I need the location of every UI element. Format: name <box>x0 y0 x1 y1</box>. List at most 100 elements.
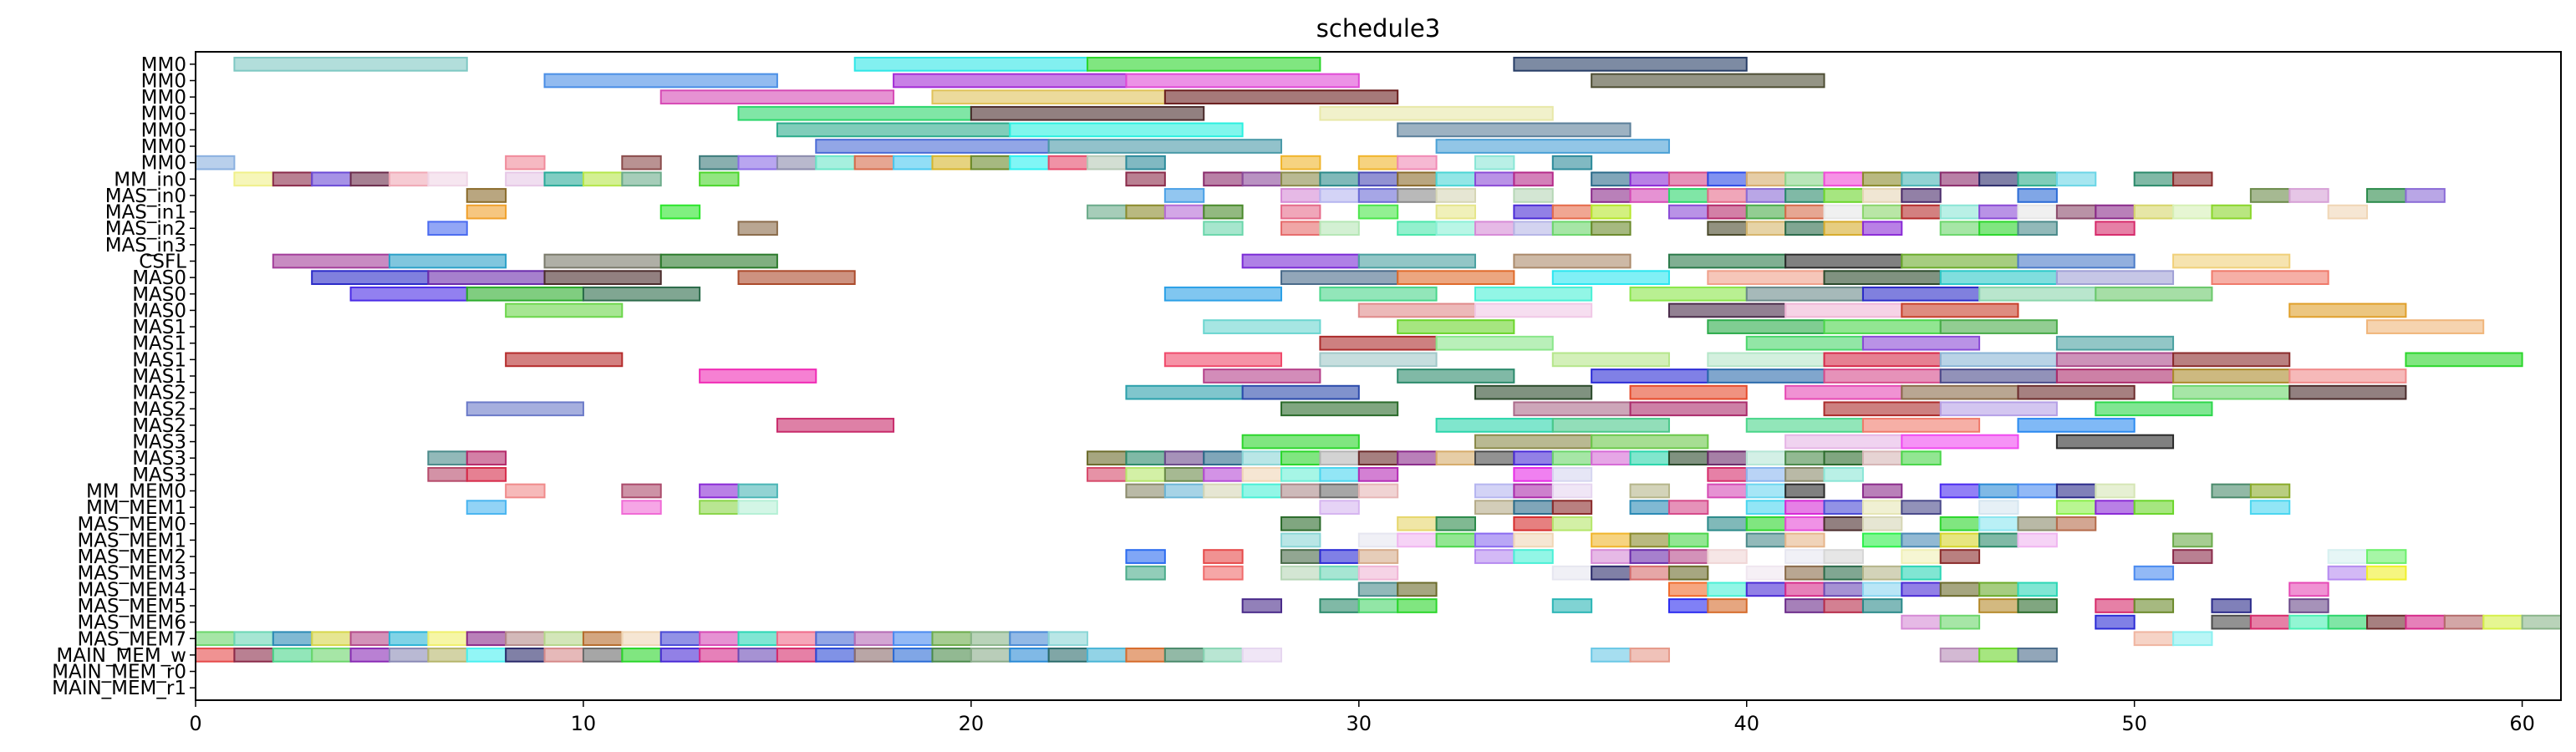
task-bar <box>1435 450 1476 466</box>
task-bar <box>1241 171 1283 187</box>
row-label: MAS2 <box>132 399 186 420</box>
task-bar <box>505 155 546 170</box>
task-bar <box>1745 221 1787 236</box>
task-bar <box>1163 352 1283 368</box>
row-label: MM0 <box>141 87 186 109</box>
task-bar <box>1861 483 1903 499</box>
task-bar <box>2133 598 2175 613</box>
task-bar <box>195 155 236 170</box>
task-bar <box>1591 549 1632 564</box>
task-bar <box>1745 188 1787 203</box>
task-bar <box>466 188 507 203</box>
task-bar <box>466 466 507 482</box>
task-bar <box>1978 648 2019 663</box>
task-bar <box>1163 89 1399 104</box>
task-bar <box>1319 188 1360 203</box>
task-bar <box>1707 549 1748 564</box>
task-bar <box>1667 500 1709 515</box>
task-bar <box>893 631 934 647</box>
row-label: MM_MEM0 <box>86 480 186 502</box>
task-bar <box>2172 352 2291 368</box>
task-bar <box>2366 565 2407 581</box>
task-bar <box>2172 253 2291 269</box>
row-label: MAS_MEM4 <box>77 579 186 601</box>
task-bar <box>1241 648 1283 663</box>
task-bar <box>1823 368 1942 384</box>
task-bar <box>582 648 624 663</box>
row-label: MM0 <box>141 70 186 92</box>
task-bar <box>349 171 390 187</box>
task-bar <box>1125 450 1166 466</box>
task-bar <box>1163 483 1205 499</box>
task-bar <box>1397 122 1632 138</box>
task-bar <box>388 253 507 269</box>
task-bar <box>1707 352 1825 368</box>
task-bar <box>2327 565 2369 581</box>
task-bar <box>388 171 430 187</box>
chart-title: schedule3 <box>1316 14 1440 43</box>
task-bar <box>1357 483 1399 499</box>
task-bar <box>1978 582 2019 597</box>
task-bar <box>1591 204 1632 220</box>
task-bar <box>1435 204 1476 220</box>
task-bar <box>1397 450 1438 466</box>
task-bar <box>1939 532 1981 548</box>
task-bar <box>2211 614 2252 630</box>
task-bar <box>931 89 1166 104</box>
task-bar <box>2288 614 2329 630</box>
task-bar <box>1978 221 2019 236</box>
row-label: MAS2 <box>132 383 186 404</box>
row-label: MM0 <box>141 153 186 175</box>
task-bar <box>1939 204 1981 220</box>
task-bar <box>1125 73 1360 89</box>
task-bar <box>1861 532 1903 548</box>
task-bar <box>1513 549 1554 564</box>
task-bar <box>2055 516 2097 531</box>
task-bar <box>737 500 778 515</box>
task-bar <box>699 368 817 384</box>
task-bar <box>659 204 701 220</box>
task-bar <box>2288 582 2329 597</box>
task-bar <box>1474 155 1515 170</box>
task-bar <box>466 286 584 302</box>
task-bar <box>1125 155 1166 170</box>
row-label: MAIN_MEM_w <box>56 645 186 667</box>
task-bar <box>1745 171 1787 187</box>
task-bar <box>2055 483 2097 499</box>
task-bar <box>1513 516 1554 531</box>
task-bar <box>2055 204 2097 220</box>
task-bar <box>1901 500 1942 515</box>
task-bar <box>1823 500 1864 515</box>
task-bar <box>1009 122 1244 138</box>
row-label: MAS0 <box>132 300 186 322</box>
task-bar <box>621 500 662 515</box>
task-bar <box>1163 188 1205 203</box>
task-bar <box>1280 155 1321 170</box>
task-bar <box>2055 500 2097 515</box>
task-bar <box>2017 516 2058 531</box>
task-bar <box>2055 335 2175 351</box>
task-bar <box>1551 270 1670 286</box>
task-bar <box>466 401 584 417</box>
task-bar <box>1551 204 1593 220</box>
task-bar <box>853 648 895 663</box>
task-bar <box>1745 204 1787 220</box>
task-bar <box>1707 466 1748 482</box>
row-label: MAS_MEM2 <box>77 546 186 568</box>
x-axis: 0 10 20 30 40 50 60 <box>189 700 2535 735</box>
task-bar <box>1241 450 1283 466</box>
task-bar <box>970 105 1205 121</box>
task-bar <box>2327 614 2369 630</box>
task-bar <box>621 648 662 663</box>
task-bar <box>1667 302 1787 318</box>
task-bar <box>1707 270 1825 286</box>
task-bar <box>1047 139 1283 154</box>
task-bar <box>466 648 507 663</box>
task-bar <box>233 56 468 72</box>
task-bar <box>1241 466 1283 482</box>
task-bar <box>1667 171 1709 187</box>
task-bar <box>699 171 740 187</box>
task-bar <box>1125 549 1166 564</box>
task-bar <box>1745 483 1787 499</box>
task-bar <box>1784 302 1903 318</box>
